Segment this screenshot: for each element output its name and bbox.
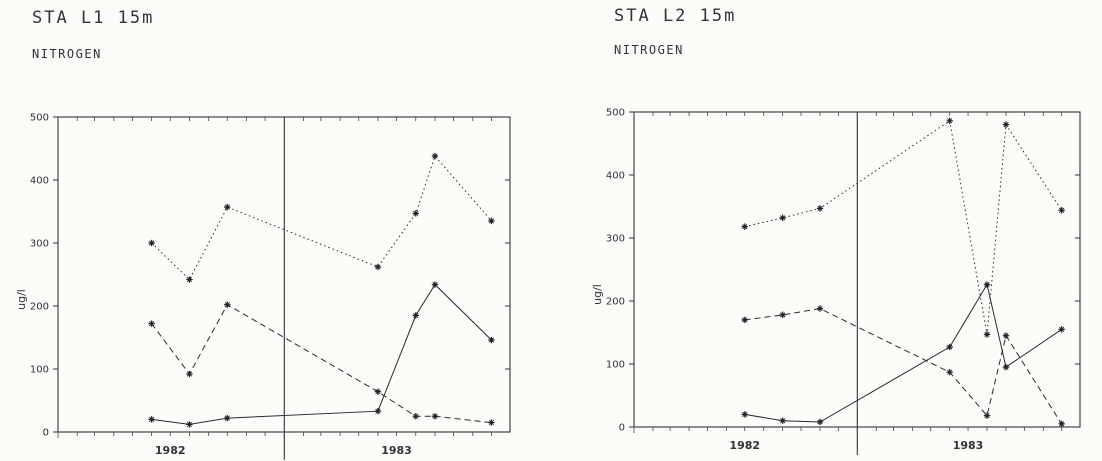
data-point-marker (374, 408, 382, 415)
series-dashed-line (151, 304, 492, 424)
chart-subtitle: NITROGEN (614, 43, 684, 57)
y-tick-label: 300 (30, 239, 49, 250)
data-point-marker (374, 263, 382, 271)
data-point-marker (1058, 326, 1065, 333)
data-point-marker (374, 388, 382, 395)
data-point-marker (816, 305, 824, 312)
data-point-marker (186, 370, 193, 378)
chart-title: STA L1 15m (32, 8, 155, 28)
chart-panel-sta-l2: STA L2 15m NITROGEN 0 100 200 300 400 500 ug/l… (551, 0, 1102, 461)
chart-plot-sta-l1: 0 100 200 300 400 500 ug/l 1982 1983 (15, 113, 511, 460)
y-tick-label: 0 (619, 423, 625, 434)
data-point-marker (488, 419, 495, 426)
y-tick-label: 500 (30, 113, 49, 124)
data-point-marker (1002, 121, 1010, 128)
x-tick-label-year: 1983 (381, 444, 412, 457)
series-solid-line (744, 283, 1062, 423)
data-point-marker (186, 421, 193, 428)
series-dotted-line (151, 155, 492, 281)
y-tick-label: 500 (606, 108, 625, 119)
x-tick-label-year: 1982 (729, 439, 760, 452)
data-point-marker (412, 210, 419, 217)
x-tick-label-year: 1982 (155, 444, 186, 457)
data-point-marker (1002, 363, 1010, 371)
data-point-marker (148, 239, 155, 247)
data-point-marker (488, 336, 495, 344)
x-tick-label-year: 1983 (953, 439, 984, 452)
y-tick-label: 400 (30, 176, 49, 187)
y-tick-label: 400 (606, 171, 625, 182)
data-point-marker (816, 418, 824, 426)
data-point-marker (946, 368, 953, 376)
data-point-marker (431, 281, 439, 288)
month-ticks (633, 112, 1063, 433)
data-point-marker (412, 312, 419, 319)
data-point-marker (431, 152, 439, 160)
data-point-marker (148, 320, 155, 327)
month-ticks (57, 117, 492, 438)
data-point-marker (983, 412, 991, 419)
data-point-marker (224, 414, 231, 422)
chart-subtitle: NITROGEN (32, 47, 102, 61)
data-point-marker (779, 214, 786, 222)
data-point-marker (1058, 420, 1065, 428)
series-dotted-line (744, 119, 1063, 335)
data-point-marker (148, 416, 155, 423)
data-point-marker (224, 301, 231, 308)
y-tick-label: 200 (30, 302, 49, 313)
data-point-marker (983, 331, 991, 338)
data-point-marker (779, 311, 786, 319)
data-point-marker (983, 281, 991, 288)
data-point-marker (946, 343, 953, 351)
series-dashed-line (744, 308, 1063, 425)
y-tick-label: 200 (606, 297, 625, 308)
data-point-marker (186, 276, 193, 283)
chart-panel-sta-l1: STA L1 15m NITROGEN 0 100 200 300 400 500 ug/l… (15, 8, 511, 460)
data-point-marker (741, 316, 748, 324)
y-tick-label: 100 (30, 365, 49, 376)
y-axis-label: ug/l (15, 289, 28, 310)
data-point-marker (779, 417, 786, 424)
data-point-marker (1058, 207, 1065, 214)
data-point-marker (741, 411, 748, 418)
data-point-marker (816, 205, 824, 212)
data-point-marker (412, 413, 419, 420)
data-point-marker (741, 223, 748, 230)
y-tick-label: 300 (606, 234, 625, 245)
chart-title: STA L2 15m (614, 6, 737, 26)
y-tick-label: 100 (606, 360, 625, 371)
data-point-marker (488, 217, 495, 225)
data-point-marker (946, 117, 953, 125)
data-point-marker (1002, 332, 1010, 339)
data-point-marker (224, 203, 231, 211)
series-solid-line (151, 283, 492, 425)
y-tick-label: 0 (43, 428, 49, 439)
y-axis-label: ug/l (591, 284, 604, 305)
chart-plot-sta-l2: 0 100 200 300 400 500 ug/l 1982 1983 (591, 108, 1081, 455)
data-point-marker (431, 413, 439, 420)
